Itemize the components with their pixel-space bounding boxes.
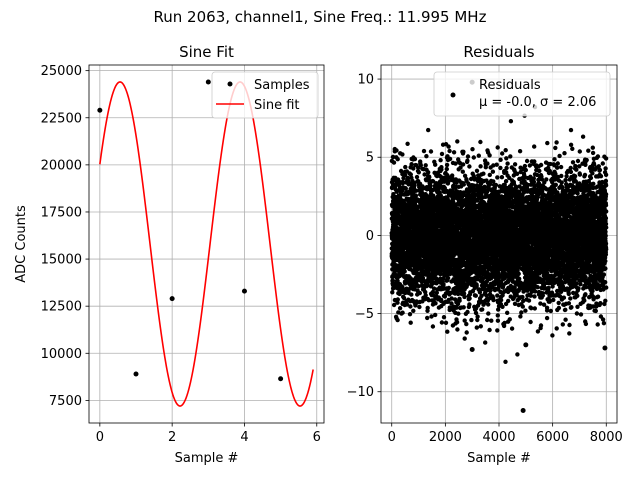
- sample-point: [278, 376, 284, 382]
- residuals-x-axis-label: Sample #: [467, 451, 531, 466]
- x-tick-label: 4000: [482, 430, 515, 445]
- sine-fit-axes: 0 2 4 6 7500 10000 12500 15000 17500 20000 22500 25…: [14, 43, 325, 466]
- y-tick-label: 0: [366, 229, 374, 244]
- sine-fit-y-axis-label: ADC Counts: [14, 205, 29, 283]
- y-tick-label: 10: [357, 73, 374, 88]
- y-tick-label: 17500: [41, 205, 82, 220]
- sine-fit-x-axis-label: Sample #: [175, 451, 239, 466]
- residual-outlier-point: [520, 407, 526, 413]
- sine-fit-legend: Samples Sine fit: [211, 71, 319, 119]
- sample-point: [205, 79, 211, 85]
- residuals-legend: Residuals μ = -0.0, σ = 2.06: [433, 71, 611, 117]
- y-tick-label: 5: [366, 151, 374, 166]
- sine-fit-legend-box: [211, 71, 319, 119]
- sample-point: [241, 288, 247, 294]
- sine-fit-plot-area: [89, 65, 324, 423]
- sine-fit-frame: [88, 64, 325, 424]
- residuals-axes: 0 2000 4000 6000 8000 −10 −5 0 5 10 Residuals Sam…: [347, 43, 623, 466]
- figure-title: Run 2063, channel1, Sine Freq.: 11.995 M…: [154, 8, 487, 26]
- samples-legend-marker: [227, 81, 233, 87]
- sine-fit-grid: [89, 65, 324, 423]
- y-tick-label: 10000: [41, 347, 82, 362]
- y-tick-label: 15000: [41, 253, 82, 268]
- sine-fit-legend-label: Sine fit: [254, 98, 300, 113]
- sample-point: [133, 371, 139, 377]
- residuals-title: Residuals: [463, 43, 534, 61]
- y-tick-label: 12500: [41, 300, 82, 315]
- residual-outlier-point: [602, 345, 608, 351]
- y-tick-label: 20000: [41, 158, 82, 173]
- y-tick-label: 7500: [49, 394, 82, 409]
- residual-outlier-point: [469, 347, 475, 353]
- x-tick-label: 0: [96, 430, 104, 445]
- x-tick-label: 6000: [536, 430, 569, 445]
- sine-fit-plot-content: [97, 79, 314, 407]
- y-tick-label: −5: [355, 307, 374, 322]
- x-tick-label: 2000: [429, 430, 462, 445]
- residuals-ticks: 0 2000 4000 6000 8000 −10 −5 0 5 10: [347, 73, 623, 445]
- x-tick-label: 4: [240, 430, 248, 445]
- x-tick-label: 2: [168, 430, 176, 445]
- residuals-legend-stats: μ = -0.0, σ = 2.06: [479, 95, 596, 110]
- x-tick-label: 0: [388, 430, 396, 445]
- sine-fit-line: [99, 81, 314, 407]
- residuals-legend-marker: [450, 92, 456, 98]
- y-tick-label: −10: [347, 385, 374, 400]
- residuals-legend-label: Residuals: [479, 78, 541, 93]
- sample-point: [97, 107, 103, 113]
- samples-legend-label: Samples: [254, 78, 310, 93]
- x-tick-label: 6: [313, 430, 321, 445]
- residual-points: [389, 104, 609, 365]
- sine-fit-title: Sine Fit: [179, 43, 234, 61]
- sample-point: [169, 296, 175, 302]
- y-tick-label: 25000: [41, 64, 82, 79]
- residual-outlier-point: [523, 342, 529, 348]
- residuals-legend-box: [433, 71, 611, 117]
- x-tick-label: 8000: [590, 430, 623, 445]
- y-tick-label: 22500: [41, 111, 82, 126]
- sine-fit-ticks: 0 2 4 6 7500 10000 12500 15000 17500 20000 22500 25…: [41, 64, 321, 445]
